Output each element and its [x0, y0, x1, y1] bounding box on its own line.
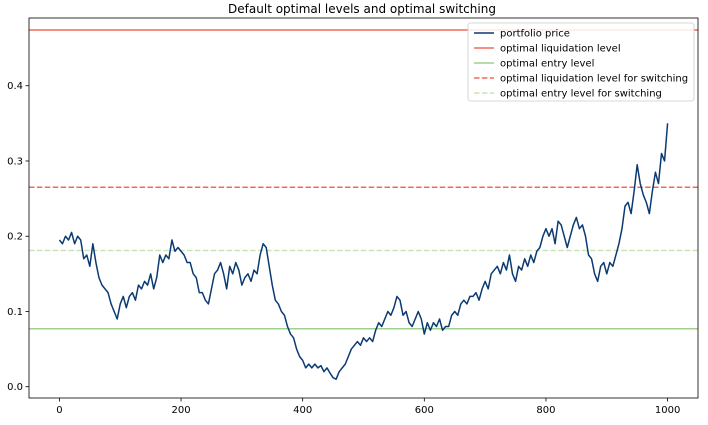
x-tick-label: 600	[415, 405, 434, 416]
x-tick-label: 0	[56, 405, 62, 416]
legend: portfolio price optimal liquidation level…	[467, 22, 695, 102]
y-tick-label: 0.3	[7, 156, 23, 167]
x-tick-label: 1000	[655, 405, 680, 416]
series-line-0	[58, 123, 669, 380]
y-tick-label: 0.1	[7, 307, 23, 318]
x-tick-label: 800	[536, 405, 555, 416]
chart-title: Default optimal levels and optimal switc…	[228, 2, 496, 16]
x-tick-label: 200	[171, 405, 190, 416]
legend-label-4: optimal entry level for switching	[500, 89, 662, 100]
y-tick-label: 0.0	[7, 382, 23, 393]
legend-box	[467, 22, 695, 102]
axes: 0 200 400 600 800 1000 0.0 0.1 0.2 0.3 0.4	[7, 17, 699, 416]
legend-label-3: optimal liquidation level for switching	[500, 74, 688, 85]
axes-frame	[28, 17, 699, 399]
legend-label-0: portfolio price	[500, 29, 570, 40]
legend-label-2: optimal entry level	[500, 59, 594, 70]
x-tick-label: 400	[293, 405, 312, 416]
y-tick-label: 0.2	[7, 232, 23, 243]
y-tick-label: 0.4	[7, 81, 23, 92]
legend-label-1: optimal liquidation level	[500, 44, 621, 55]
